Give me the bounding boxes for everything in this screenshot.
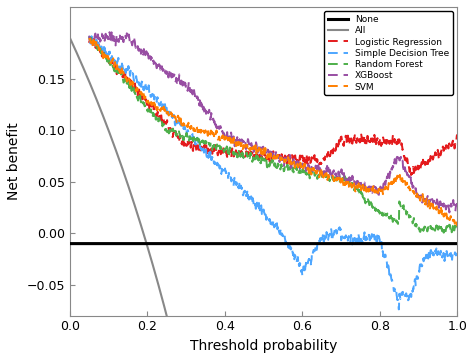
Y-axis label: Net benefit: Net benefit bbox=[7, 122, 21, 200]
Legend: None, All, Logistic Regression, Simple Decision Tree, Random Forest, XGBoost, SV: None, All, Logistic Regression, Simple D… bbox=[324, 12, 453, 95]
X-axis label: Threshold probability: Threshold probability bbox=[190, 339, 337, 353]
